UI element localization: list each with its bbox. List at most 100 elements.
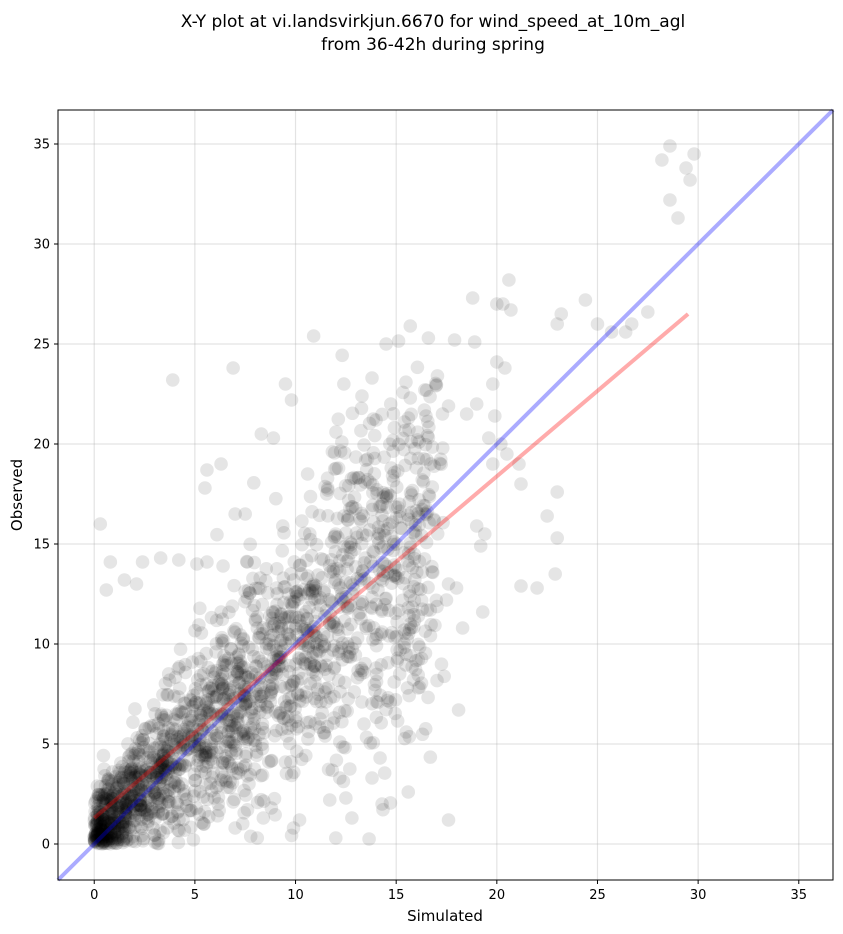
scatter-point [222, 732, 236, 747]
scatter-point [116, 832, 131, 847]
scatter-point [281, 587, 296, 601]
scatter-point [184, 803, 199, 818]
scatter-point [276, 711, 290, 725]
scatter-point [210, 688, 224, 702]
scatter-point [439, 593, 454, 607]
scatter-point [177, 784, 191, 798]
scatter-point [123, 766, 138, 781]
scatter-point [88, 826, 103, 841]
scatter-point [384, 576, 399, 590]
scatter-point [88, 818, 102, 833]
scatter-point [412, 435, 426, 449]
scatter-point [237, 727, 251, 742]
scatter-point [230, 664, 244, 679]
scatter-point [88, 834, 102, 848]
scatter-point [105, 805, 119, 819]
scatter-point [234, 636, 249, 650]
scatter-point [343, 650, 358, 664]
scatter-point [131, 754, 146, 769]
scatter-point [292, 558, 307, 573]
scatter-point [103, 793, 118, 808]
scatter-point [87, 828, 102, 843]
scatter-point [393, 504, 407, 519]
scatter-point [187, 784, 202, 798]
scatter-point [239, 695, 254, 710]
scatter-point [239, 554, 254, 569]
scatter-point [164, 777, 178, 791]
scatter-point [102, 802, 116, 817]
scatter-point [267, 616, 282, 631]
scatter-point [307, 659, 322, 673]
scatter-point [113, 809, 127, 824]
scatter-point [354, 401, 369, 416]
scatter-point [151, 805, 165, 820]
scatter-point [277, 526, 291, 540]
scatter-point [90, 827, 105, 842]
scatter-point [255, 721, 270, 736]
scatter-point [215, 755, 230, 770]
scatter-point [155, 754, 170, 769]
scatter-point [195, 723, 209, 737]
scatter-point [156, 806, 171, 821]
scatter-point [131, 743, 146, 757]
scatter-point [241, 583, 256, 598]
scatter-point [134, 761, 149, 776]
scatter-point [377, 766, 392, 780]
scatter-point [671, 211, 685, 225]
scatter-point [288, 701, 302, 716]
scatter-point [138, 722, 153, 736]
scatter-point [132, 788, 147, 802]
scatter-point [159, 753, 174, 768]
scatter-point [326, 562, 341, 577]
scatter-point [204, 742, 219, 757]
scatter-point [396, 385, 410, 400]
scatter-point [220, 681, 234, 695]
scatter-point [316, 553, 331, 567]
scatter-point [427, 459, 441, 473]
scatter-point [199, 646, 214, 661]
scatter-point [90, 805, 104, 820]
scatter-point [282, 627, 296, 642]
scatter-point [88, 832, 102, 847]
scatter-point [223, 735, 238, 749]
scatter-point [117, 573, 132, 587]
scatter-point [246, 708, 261, 723]
scatter-point [225, 762, 239, 776]
scatter-point [236, 660, 251, 674]
scatter-point [267, 728, 282, 743]
scatter-point [430, 526, 445, 541]
scatter-point [132, 786, 146, 800]
scatter-point [267, 791, 282, 806]
scatter-point [260, 700, 275, 715]
scatter-point [142, 781, 156, 795]
scatter-point [326, 643, 340, 657]
scatter-point [131, 777, 145, 791]
scatter-point [367, 545, 381, 559]
scatter-point [548, 567, 563, 581]
scatter-point [304, 593, 319, 607]
scatter-point [401, 546, 416, 560]
scatter-point [358, 475, 372, 489]
regression-line [92, 312, 690, 820]
scatter-point [151, 770, 165, 785]
scatter-point [183, 692, 198, 707]
scatter-point [415, 727, 430, 742]
scatter-point [243, 829, 258, 844]
scatter-point [207, 791, 221, 805]
scatter-point [259, 622, 274, 636]
scatter-point [94, 805, 108, 819]
scatter-point [408, 662, 423, 677]
scatter-point [247, 762, 262, 776]
scatter-point [214, 709, 228, 724]
scatter-point [97, 800, 112, 814]
scatter-point [103, 791, 118, 805]
scatter-point [111, 833, 125, 847]
scatter-point [234, 694, 248, 708]
scatter-point [119, 801, 134, 815]
scatter-point [105, 788, 120, 803]
scatter-point [291, 584, 305, 598]
scatter-point [203, 731, 217, 746]
scatter-point [349, 526, 364, 540]
scatter-point [90, 823, 104, 838]
scatter-point [369, 674, 384, 689]
